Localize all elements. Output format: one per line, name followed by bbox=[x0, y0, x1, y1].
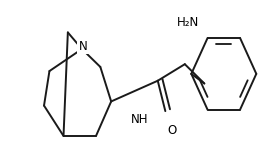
Text: N: N bbox=[79, 40, 87, 53]
Text: NH: NH bbox=[131, 113, 148, 126]
Text: O: O bbox=[167, 124, 177, 137]
Text: H₂N: H₂N bbox=[177, 16, 199, 29]
